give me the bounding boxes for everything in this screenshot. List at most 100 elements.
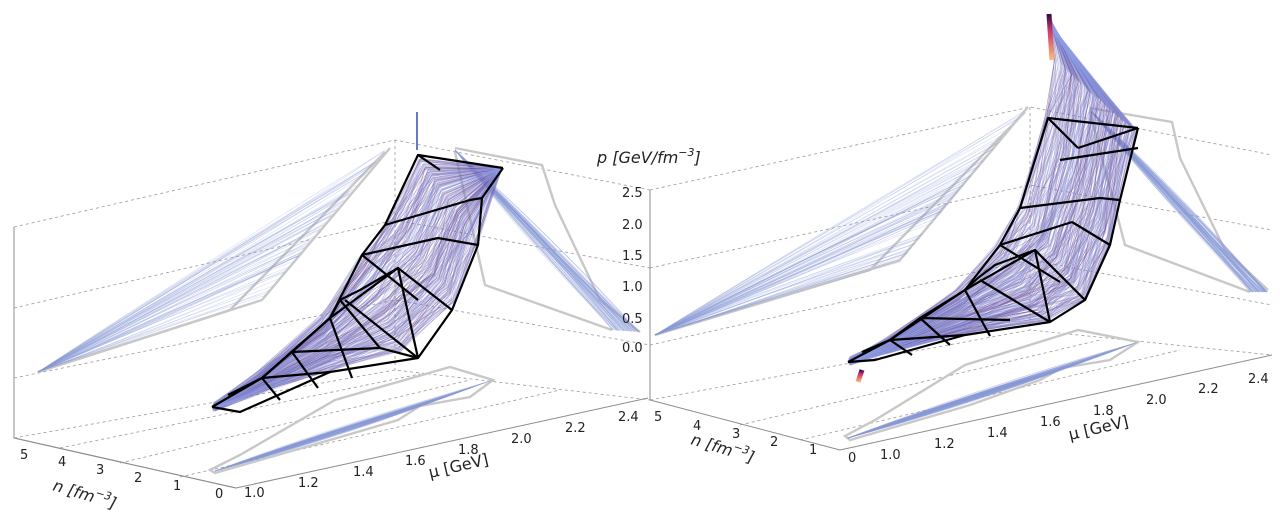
right-mu-tick: 1.8 [1093,404,1114,419]
projection-curve [214,391,460,472]
eos-curve [215,168,499,411]
eos-curve [850,29,1123,364]
eos-curve [850,24,1099,363]
projection-curve [1089,109,1253,293]
projection-curve [37,216,331,373]
eos-curve [849,26,1082,361]
eos-curve [849,21,1056,361]
projection-curve [214,384,480,472]
projection-curve [847,343,1133,439]
projection-curve [654,261,901,336]
projection-curve [654,255,906,336]
eos-curve [213,167,500,409]
left-n-ticks: 0 1 2 3 4 5 [20,448,223,502]
projection-curve [37,251,302,373]
projection-curve [214,400,436,472]
projection-curve [37,189,353,373]
projection-curve [847,358,1092,439]
eos-curve [849,24,1109,364]
p-axis-label: p [GeV/fm−3] [596,146,701,167]
projection-curve [214,396,446,472]
eos-curve [850,19,1063,359]
eos-curve [213,169,501,407]
eos-curve [212,167,501,408]
projection-curve [37,266,290,373]
eos-curve [213,158,499,407]
eos-curve [213,171,500,412]
projection-curve [847,359,1090,439]
projection-curve [214,400,436,472]
projection-curve [454,149,619,331]
projection-curve [654,113,1022,336]
projection-curve [847,358,1091,439]
eos-curve [213,167,501,406]
projection-curve [37,205,340,373]
projection-curve [847,348,1119,439]
eos-curve [848,27,1120,362]
projection-curve [214,395,449,472]
projection-curve [847,353,1106,439]
eos-curve [212,159,501,404]
eos-curve [213,168,499,407]
projection-curve [37,161,376,373]
eos-curve [851,25,1091,361]
eos-curve [848,26,1114,363]
projection-curve [454,149,626,332]
eos-curve [213,170,499,410]
eos-curve [212,169,502,409]
eos-curve [848,27,1133,364]
projection-curve [214,404,424,472]
projection-curve [847,347,1123,439]
projection-curve [214,396,447,472]
right-p-tick: 0.5 [622,312,643,327]
projection-curve [454,149,632,332]
eos-curve [212,167,499,408]
projection-curve [654,184,964,336]
projection-curve [214,398,442,472]
eos-curve [214,168,500,411]
eos-curve [849,28,1119,364]
eos-curve [849,19,1057,359]
projection-curve [214,387,471,472]
projection-curve [1089,109,1254,293]
eos-curve [213,168,499,410]
projection-curve [37,150,385,373]
eos-curve [214,171,502,409]
projection-curve [37,224,324,373]
projection-curve [214,400,435,472]
projection-curve [37,184,357,373]
projection-curve [847,342,1137,439]
projection-curve [847,353,1107,439]
eos-curve [213,169,500,410]
projection-curve [37,255,299,373]
projection-curve [214,398,440,472]
eos-curve [850,21,1079,360]
eos-curve [213,164,502,405]
projection-curve [847,362,1081,439]
projection-curve [847,350,1114,439]
eos-curve [849,18,1056,360]
projection-curve [214,388,469,472]
eos-curve [849,19,1059,359]
projection-curve [654,209,943,336]
projection-curve [37,213,333,373]
projection-curve [847,342,1136,439]
projection-curve [1089,109,1267,293]
eos-curve [213,168,501,410]
eos-curve [850,20,1055,360]
projection-curve [847,351,1112,439]
eos-curve [215,170,501,411]
projection-curve [454,149,633,332]
projection-curve [214,404,423,472]
projection-curve [1089,109,1256,293]
projection-curve [37,255,299,373]
projection-curve [1089,109,1254,293]
projection-curve [214,383,484,472]
eos-curve [850,22,1066,361]
projection-curve [37,222,326,373]
projection-curve [847,369,1061,439]
projection-curve [37,255,299,373]
projection-curve [214,391,460,472]
projection-curve [37,207,338,373]
projection-curve [654,175,971,336]
